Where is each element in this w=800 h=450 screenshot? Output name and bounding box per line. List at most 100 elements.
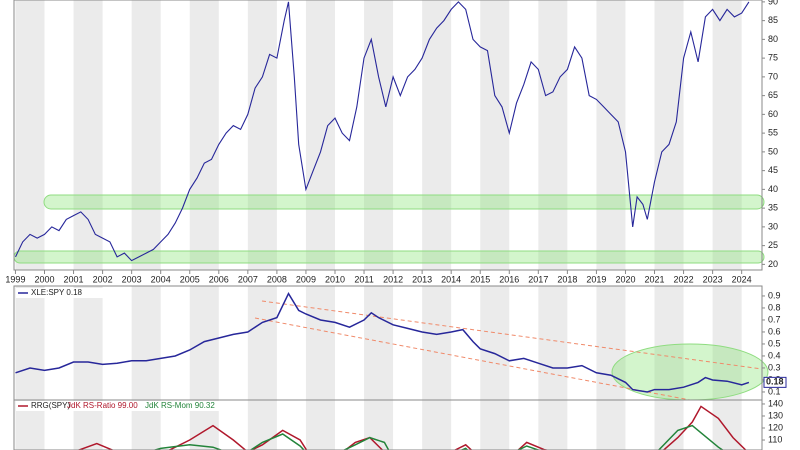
year-band [15,0,45,270]
plot-area [15,292,750,393]
x-tick-label: 2006 [209,274,229,284]
x-tick-label: 2008 [267,274,287,284]
y-tick-label: 60 [768,109,778,119]
year-band [712,0,742,270]
y-tick-label: 110 [768,434,782,444]
year-band [480,400,510,450]
year-band [654,0,684,270]
x-tick-label: 2020 [615,274,635,284]
year-band [305,286,335,400]
x-tick-label: 2023 [703,274,723,284]
x-tick-label: 2000 [34,274,54,284]
legend: XLE:SPY 0.18 RRG(SPY) JdK RS-Ratio 99.00… [16,288,226,411]
y-tick-label: 0.3 [768,362,781,372]
x-tick-label: 2014 [441,274,461,284]
x-tick-label: 2009 [296,274,316,284]
x-tick-label: 2012 [383,274,403,284]
plot-area [76,405,747,450]
year-band [73,0,103,270]
x-tick-label: 2021 [645,274,665,284]
x-tick-label: 2004 [151,274,171,284]
year-band [247,286,277,400]
legend-title: RRG(SPY) [31,401,70,410]
legend-label: XLE:SPY 0.18 [31,288,83,297]
year-band [538,286,568,400]
year-band [73,286,103,400]
y-tick-label: 0.4 [768,350,781,360]
y-tick-label: 80 [768,34,778,44]
y-tick-label: 50 [768,146,778,156]
y-tick-label: 120 [768,422,783,432]
last-value-label: 0.18 [766,377,784,387]
year-band [654,286,684,400]
panel-frame [13,399,763,450]
plot-area [15,1,750,262]
series-line [152,424,724,450]
trend-line [261,300,763,370]
legend-label: JdK RS-Ratio 99.00 [67,401,138,410]
x-tick-label: 2010 [325,274,345,284]
year-band [654,400,684,450]
support-band [13,250,765,264]
year-band [364,400,394,450]
year-band [131,0,161,270]
year-band [131,286,161,400]
x-tick-label: 2022 [674,274,694,284]
y-tick-label: 75 [768,53,778,63]
x-tick-label: 2007 [238,274,258,284]
legend-bg [16,288,108,298]
y-tick-label: 70 [768,71,778,81]
series-line [15,292,750,393]
year-band [480,286,510,400]
year-shading [15,0,742,450]
year-band [15,286,45,400]
year-band [422,286,452,400]
year-band [189,0,219,270]
y-tick-label: 35 [768,203,778,213]
x-tick-label: 2015 [470,274,490,284]
x-tick-label: 1999 [5,274,25,284]
y-tick-label: 0.7 [768,314,781,324]
x-tick-label: 2002 [93,274,113,284]
year-band [596,286,626,400]
y-tick-label: 0.6 [768,326,781,336]
year-band [305,400,335,450]
y-tick-label: 65 [768,90,778,100]
support-band [43,194,765,210]
x-tick-label: 2016 [499,274,519,284]
last-value-box [763,376,787,388]
y-tick-label: 85 [768,15,778,25]
legend-label: JdK RS-Mom 90.32 [145,401,215,410]
x-tick-label: 2018 [557,274,577,284]
panel-frame [13,0,763,271]
legend-bg [16,401,226,411]
y-tick-label: 90 [768,0,778,6]
series-line [15,1,750,262]
x-tick-label: 2019 [586,274,606,284]
x-tick-label: 2013 [412,274,432,284]
annotations [13,194,769,401]
year-band [305,0,335,270]
y-tick-label: 0.9 [768,290,781,300]
year-band [422,0,452,270]
y-tick-label: 0.1 [768,386,781,396]
y-tick-label: 130 [768,410,783,420]
x-tick-label: 2003 [122,274,142,284]
year-band [480,0,510,270]
year-band [538,0,568,270]
year-band [247,0,277,270]
y-tick-label: 45 [768,165,778,175]
y-tick-label: 30 [768,221,778,231]
y-tick-label: 55 [768,128,778,138]
year-band [422,400,452,450]
x-tick-label: 2001 [64,274,84,284]
trend-line [254,317,691,401]
plots [15,1,750,450]
highlight-ellipse [611,343,769,401]
x-tick-label: 2011 [354,274,373,284]
year-band [189,286,219,400]
year-band [538,400,568,450]
y-tick-label: 0.5 [768,338,781,348]
x-tick-label: 2017 [528,274,548,284]
